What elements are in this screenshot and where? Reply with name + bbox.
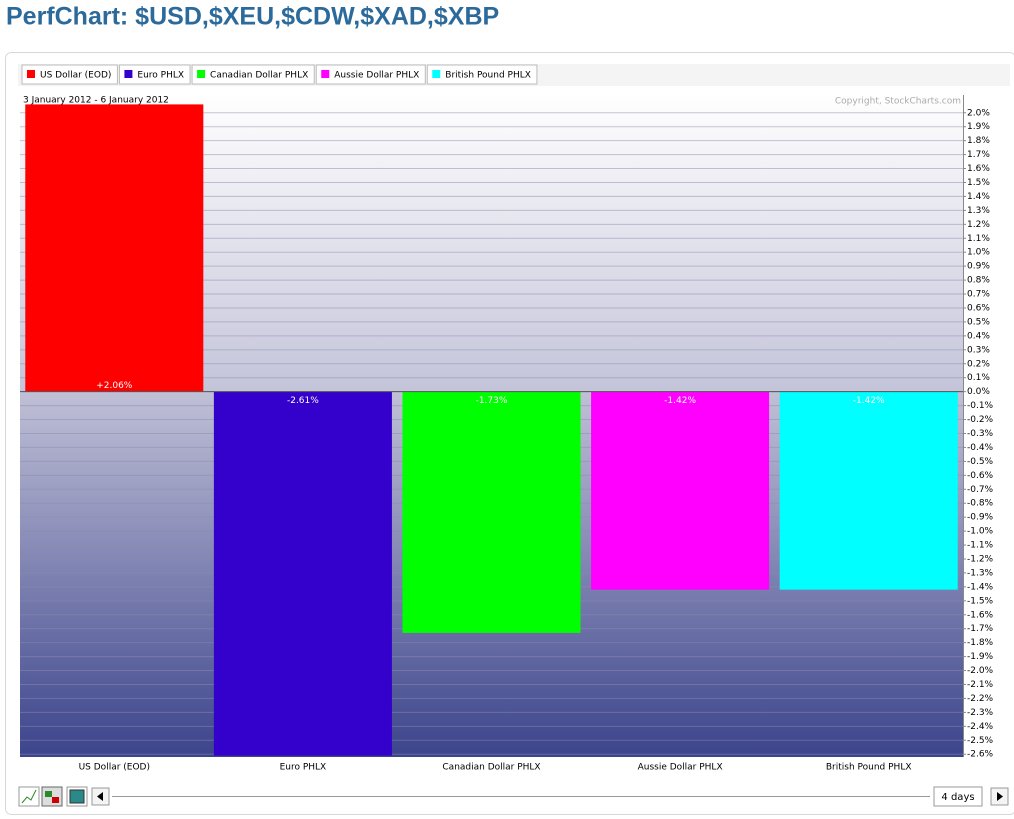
y-tick-label: -2.0% [967, 666, 994, 676]
y-tick-label: -1.9% [967, 652, 994, 662]
y-tick-label: -1.0% [967, 527, 994, 537]
y-tick-label: -1.7% [967, 624, 994, 634]
y-tick-label: 0.9% [967, 262, 990, 272]
y-tick-label: -0.8% [967, 499, 994, 509]
y-tick-label: 0.5% [967, 317, 990, 327]
copyright: Copyright, StockCharts.com [835, 97, 961, 107]
bar [402, 392, 580, 633]
x-tick-label: Euro PHLX [280, 763, 327, 773]
y-tick-label: 1.4% [967, 192, 990, 202]
y-tick-label: -2.4% [967, 722, 994, 732]
legend-label: Aussie Dollar PHLX [334, 71, 419, 81]
y-tick-label: -1.6% [967, 610, 994, 620]
y-tick-label: 1.1% [967, 234, 990, 244]
value-label: -1.42% [664, 396, 696, 406]
legend-swatch [432, 70, 440, 78]
y-tick-label: 0.2% [967, 359, 990, 369]
bar-icon-glyph [45, 791, 52, 797]
subtitle: 3 January 2012 - 6 January 2012 [23, 96, 169, 106]
y-tick-label: -1.3% [967, 568, 994, 578]
y-tick-label: -0.6% [967, 471, 994, 481]
y-tick-label: -2.6% [967, 750, 994, 760]
y-tick-label: 1.9% [967, 122, 990, 132]
y-tick-label: 1.0% [967, 248, 990, 258]
y-tick-label: 1.5% [967, 178, 990, 188]
value-label: -1.42% [853, 396, 885, 406]
legend: US Dollar (EOD) Euro PHLX Canadian Dollar … [22, 65, 537, 84]
legend-item[interactable]: Aussie Dollar PHLX [316, 65, 425, 84]
legend-swatch [321, 70, 329, 78]
y-tick-label: 0.3% [967, 345, 990, 355]
y-tick-label: -1.4% [967, 582, 994, 592]
bar [591, 392, 769, 590]
y-tick-label: -0.1% [967, 401, 994, 411]
value-label: -1.73% [476, 396, 508, 406]
y-tick-label: 1.3% [967, 206, 990, 216]
legend-item[interactable]: Euro PHLX [119, 65, 190, 84]
bar [25, 104, 203, 391]
y-tick-label: -1.2% [967, 554, 994, 564]
line-icon[interactable] [19, 787, 39, 806]
y-tick-label: 0.0% [967, 387, 990, 397]
y-tick-label: -0.2% [967, 415, 994, 425]
chart-title: PerfChart: $USD,$XEU,$CDW,$XAD,$XBP [6, 3, 499, 31]
x-tick-label: British Pound PHLX [826, 763, 912, 773]
y-tick-label: -2.5% [967, 736, 994, 746]
y-tick-label: 1.7% [967, 150, 990, 160]
y-tick-label: 1.6% [967, 164, 990, 174]
x-tick-label: Aussie Dollar PHLX [638, 763, 723, 773]
y-tick-label: -1.1% [967, 541, 994, 551]
y-tick-label: -1.5% [967, 596, 994, 606]
x-tick-label: US Dollar (EOD) [79, 763, 150, 773]
y-tick-label: 0.4% [967, 331, 990, 341]
bar [214, 392, 392, 756]
legend-item[interactable]: US Dollar (EOD) [22, 65, 117, 84]
legend-label: Canadian Dollar PHLX [210, 71, 308, 81]
legend-swatch [124, 70, 132, 78]
y-tick-label: 1.8% [967, 136, 990, 146]
y-tick-label: -0.9% [967, 513, 994, 523]
y-tick-label: -0.4% [967, 443, 994, 453]
y-tick-label: -2.3% [967, 708, 994, 718]
legend-swatch [197, 70, 205, 78]
legend-label: Euro PHLX [137, 71, 184, 81]
legend-item[interactable]: British Pound PHLX [427, 65, 537, 84]
bar [780, 392, 958, 590]
y-tick-label: 1.2% [967, 220, 990, 230]
value-label: -2.61% [287, 396, 319, 406]
legend-label: US Dollar (EOD) [40, 71, 111, 81]
y-tick-label: 0.8% [967, 276, 990, 286]
y-tick-label: -2.2% [967, 694, 994, 704]
y-tick-label: -0.3% [967, 429, 994, 439]
bar-icon-glyph [52, 797, 59, 803]
legend-label: British Pound PHLX [445, 71, 531, 81]
y-tick-label: -2.1% [967, 680, 994, 690]
x-tick-label: Canadian Dollar PHLX [442, 763, 540, 773]
y-tick-label: -0.7% [967, 485, 994, 495]
y-tick-label: 0.6% [967, 303, 990, 313]
y-tick-label: 0.1% [967, 373, 990, 383]
y-tick-label: 2.0% [967, 108, 990, 118]
y-tick-label: 0.7% [967, 290, 990, 300]
table-icon-glyph [70, 790, 84, 803]
y-tick-label: -0.5% [967, 457, 994, 467]
legend-swatch [27, 70, 35, 78]
y-tick-label: -1.8% [967, 638, 994, 648]
legend-item[interactable]: Canadian Dollar PHLX [192, 65, 314, 84]
period-label: 4 days [941, 792, 974, 803]
value-label: +2.06% [96, 381, 133, 391]
